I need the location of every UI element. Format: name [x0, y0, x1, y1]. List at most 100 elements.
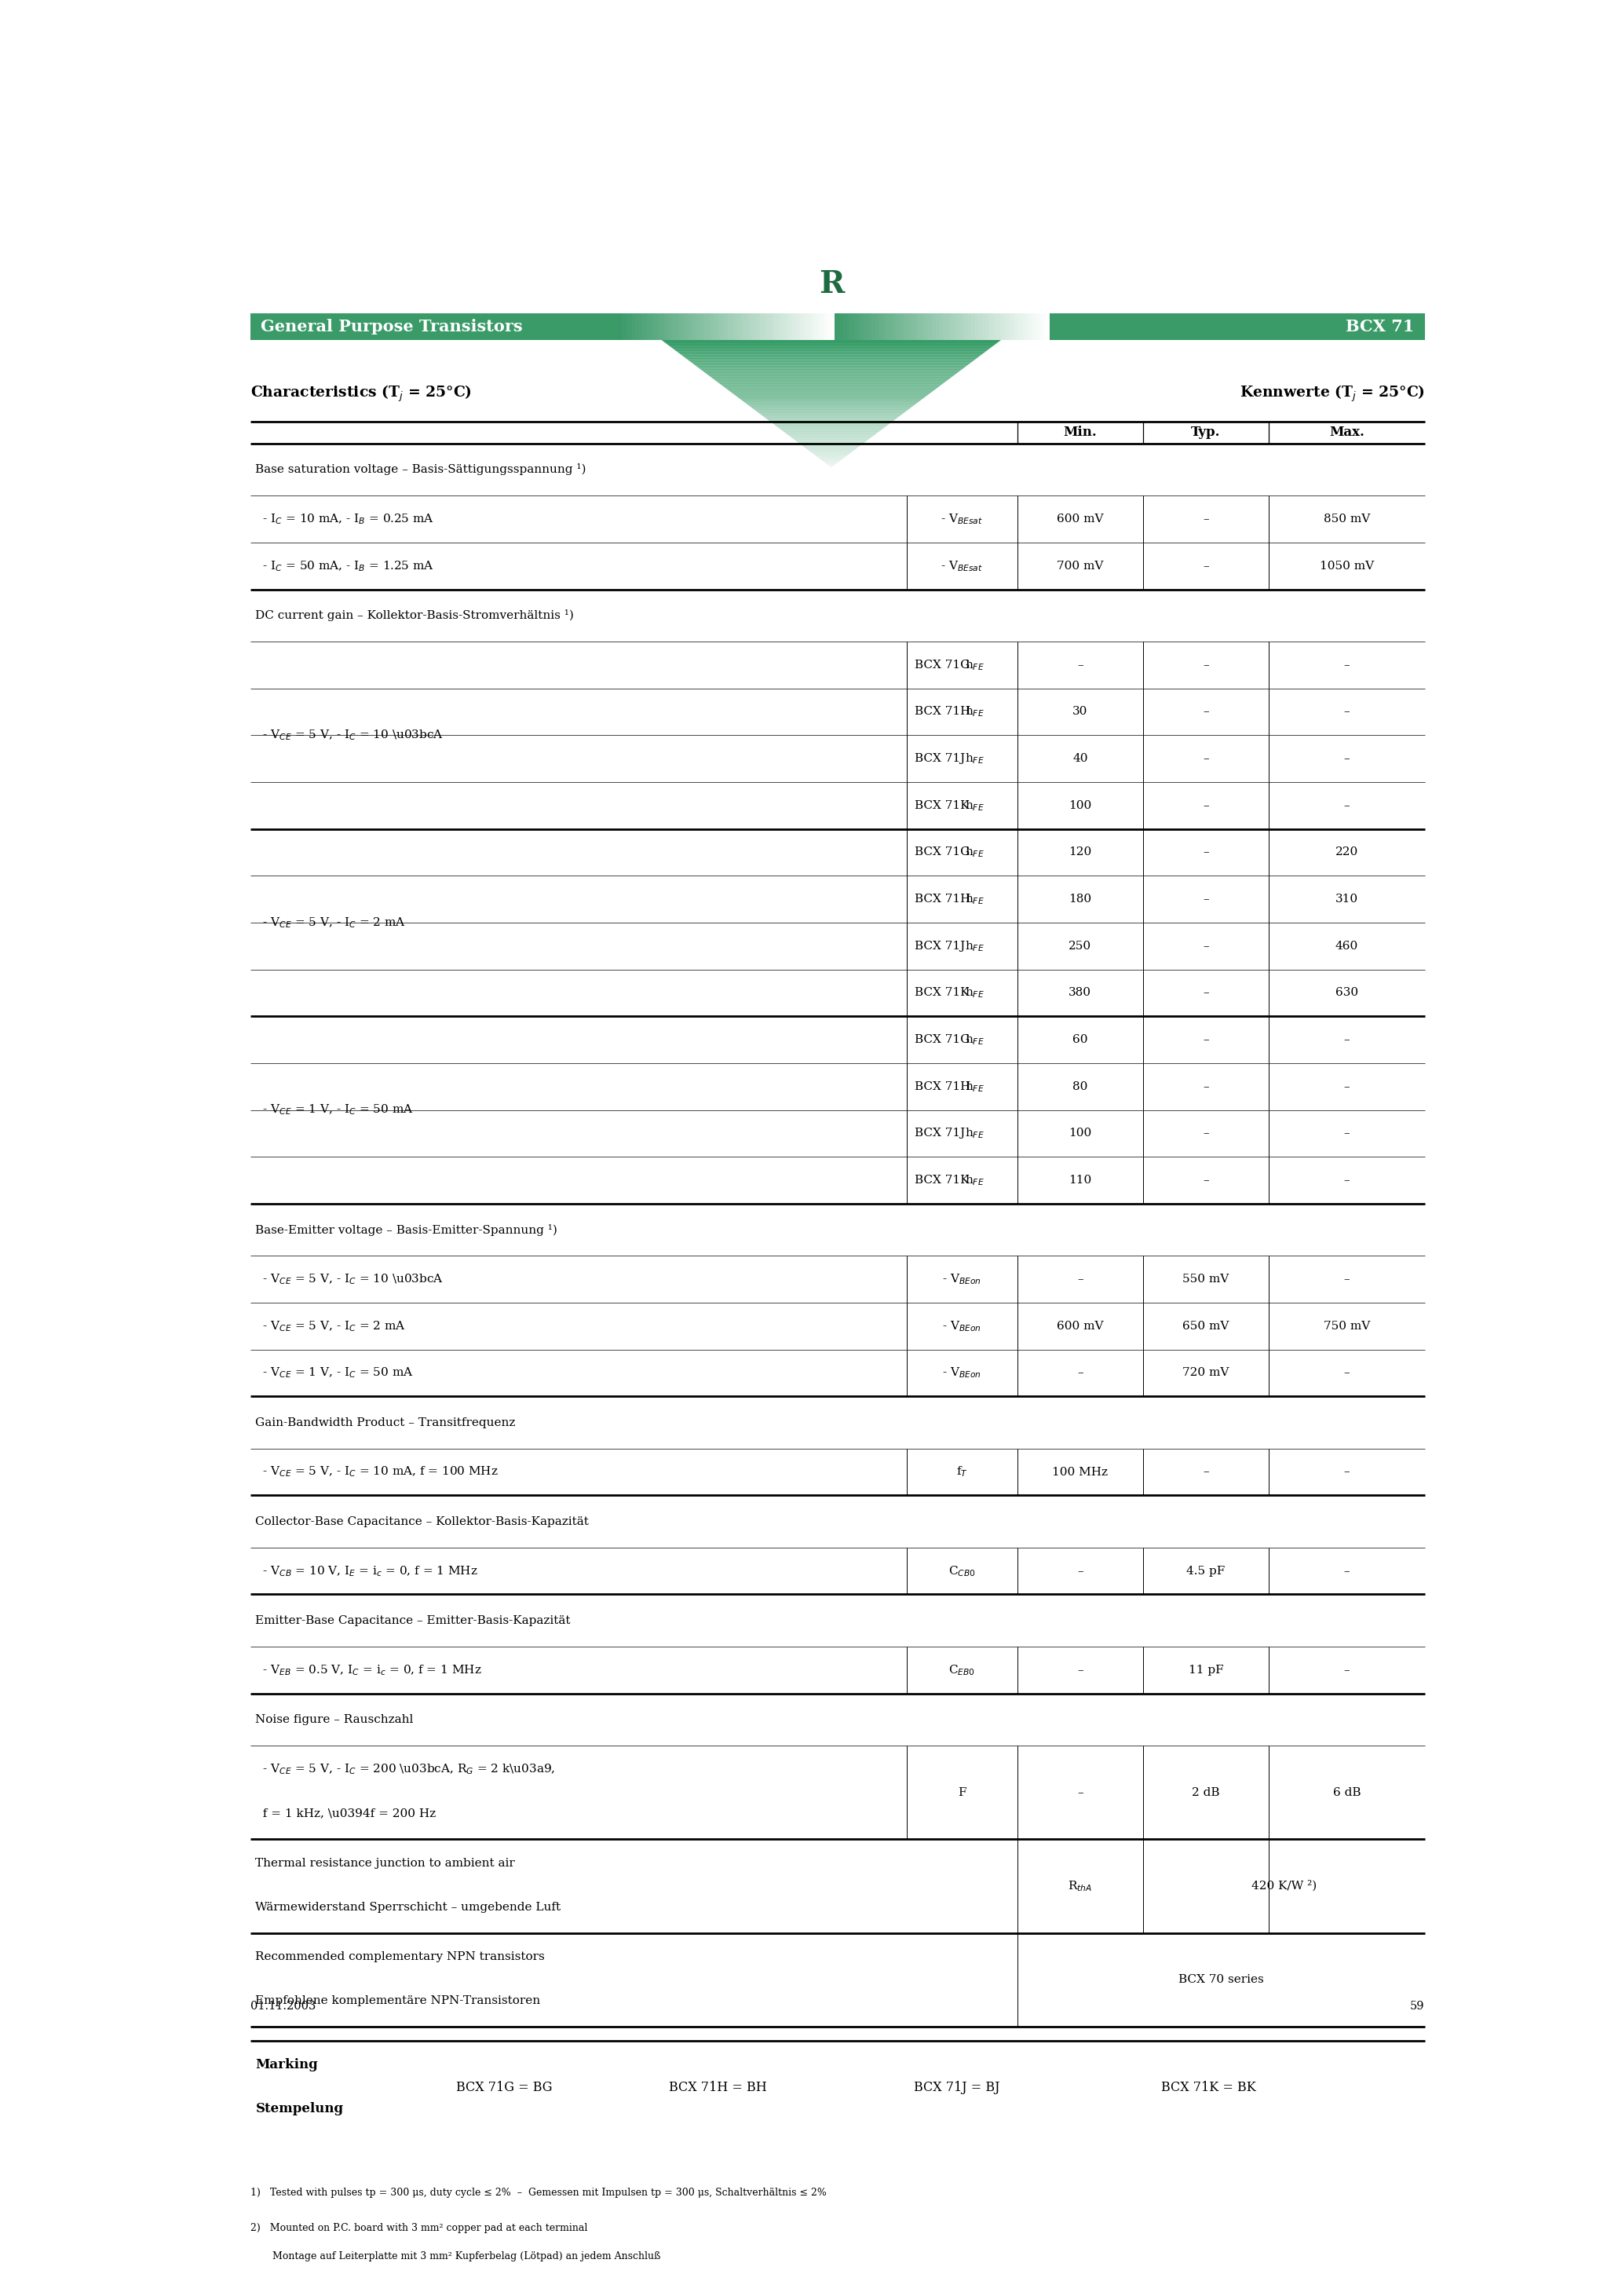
Bar	[949, 315, 954, 340]
Text: 80: 80	[1072, 1081, 1088, 1093]
Bar	[1045, 315, 1049, 340]
Bar	[702, 315, 707, 340]
Text: Emitter-Base Capacitance – Emitter-Basis-Kapazität: Emitter-Base Capacitance – Emitter-Basis…	[256, 1614, 571, 1626]
Text: BCX 71K = BK: BCX 71K = BK	[1161, 2080, 1255, 2094]
Bar	[934, 315, 939, 340]
Bar	[913, 315, 918, 340]
Bar	[621, 315, 626, 340]
Text: R$_{thA}$: R$_{thA}$	[1067, 1878, 1092, 1892]
Text: –: –	[1204, 1176, 1208, 1185]
Bar	[720, 315, 725, 340]
Text: –: –	[1204, 799, 1208, 810]
Text: BCX 71G: BCX 71G	[915, 659, 970, 670]
Bar	[863, 315, 868, 340]
Text: h$_{FE}$: h$_{FE}$	[965, 1127, 985, 1141]
Bar	[866, 315, 871, 340]
Bar	[761, 315, 766, 340]
Bar	[895, 315, 900, 340]
Text: 2)   Mounted on P.C. board with 3 mm² copper pad at each terminal: 2) Mounted on P.C. board with 3 mm² copp…	[250, 2223, 587, 2234]
Bar	[714, 315, 719, 340]
Bar	[657, 315, 662, 340]
Text: –: –	[1343, 659, 1350, 670]
Text: 630: 630	[1335, 987, 1358, 999]
Text: –: –	[1204, 1081, 1208, 1093]
Bar	[910, 315, 915, 340]
Bar	[907, 315, 912, 340]
Bar	[792, 315, 796, 340]
Bar	[835, 315, 840, 340]
Text: Collector-Base Capacitance – Kollektor-Basis-Kapazität: Collector-Base Capacitance – Kollektor-B…	[256, 1515, 589, 1527]
Text: f = 1 kHz, \u0394f = 200 Hz: f = 1 kHz, \u0394f = 200 Hz	[256, 1809, 436, 1818]
Text: BCX 71K: BCX 71K	[915, 987, 968, 999]
Text: h$_{FE}$: h$_{FE}$	[965, 1079, 985, 1093]
Bar	[925, 315, 929, 340]
Text: 1050 mV: 1050 mV	[1320, 560, 1374, 572]
Bar	[707, 315, 712, 340]
Text: Empfohlene komplementäre NPN-Transistoren: Empfohlene komplementäre NPN-Transistore…	[256, 1995, 540, 2007]
Bar	[746, 315, 751, 340]
Text: –: –	[1077, 1274, 1083, 1286]
Bar	[749, 315, 754, 340]
Bar	[782, 315, 787, 340]
Bar	[250, 315, 665, 340]
Text: 60: 60	[1072, 1033, 1088, 1045]
Text: 600 mV: 600 mV	[1058, 1320, 1103, 1332]
Text: 380: 380	[1069, 987, 1092, 999]
Text: 120: 120	[1069, 847, 1092, 859]
Text: –: –	[1204, 560, 1208, 572]
Text: Base saturation voltage – Basis-Sättigungsspannung ¹): Base saturation voltage – Basis-Sättigun…	[256, 464, 587, 475]
Text: Max.: Max.	[1328, 425, 1364, 439]
Text: h$_{FE}$: h$_{FE}$	[965, 799, 985, 813]
Text: Recommended complementary NPN transistors: Recommended complementary NPN transistor…	[256, 1952, 545, 1963]
Bar	[848, 315, 853, 340]
Text: Kennwerte (T$_j$ = 25°C): Kennwerte (T$_j$ = 25°C)	[1239, 383, 1424, 404]
Bar	[952, 315, 957, 340]
Text: 250: 250	[1069, 941, 1092, 951]
Bar	[881, 315, 886, 340]
Bar	[672, 315, 676, 340]
Text: BCX 71J: BCX 71J	[915, 753, 965, 765]
Text: - V$_{BEsat}$: - V$_{BEsat}$	[941, 558, 983, 572]
Bar	[803, 315, 808, 340]
Text: General Purpose Transistors: General Purpose Transistors	[261, 319, 522, 335]
Bar	[1006, 315, 1011, 340]
Text: –: –	[1343, 1081, 1350, 1093]
Text: BCX 71H: BCX 71H	[915, 1081, 970, 1093]
Text: h$_{FE}$: h$_{FE}$	[965, 985, 985, 999]
Bar	[1041, 315, 1046, 340]
Text: - I$_C$ = 50 mA, - I$_B$ = 1.25 mA: - I$_C$ = 50 mA, - I$_B$ = 1.25 mA	[256, 558, 435, 572]
Bar	[774, 315, 779, 340]
Bar	[753, 315, 757, 340]
Bar	[827, 315, 832, 340]
Bar	[639, 315, 644, 340]
Text: - V$_{CE}$ = 5 V, - I$_C$ = 10 \u03bcA: - V$_{CE}$ = 5 V, - I$_C$ = 10 \u03bcA	[256, 1272, 444, 1286]
Bar	[928, 315, 933, 340]
Text: - V$_{CE}$ = 5 V, - I$_C$ = 2 mA: - V$_{CE}$ = 5 V, - I$_C$ = 2 mA	[256, 1320, 406, 1334]
Bar	[899, 315, 903, 340]
Bar	[732, 315, 736, 340]
Bar	[785, 315, 790, 340]
Text: 01.11.2003: 01.11.2003	[250, 2000, 316, 2011]
Text: –: –	[1204, 987, 1208, 999]
Text: –: –	[1204, 1467, 1208, 1476]
Text: 600 mV: 600 mV	[1058, 514, 1103, 523]
Bar	[1009, 315, 1014, 340]
Bar	[892, 315, 897, 340]
Text: 11 pF: 11 pF	[1189, 1665, 1223, 1676]
Bar	[1012, 315, 1017, 340]
Bar	[978, 315, 983, 340]
Bar	[814, 315, 817, 340]
Text: –: –	[1077, 1786, 1083, 1798]
Text: 180: 180	[1069, 893, 1092, 905]
Text: - V$_{CE}$ = 5 V, - I$_C$ = 2 mA: - V$_{CE}$ = 5 V, - I$_C$ = 2 mA	[256, 916, 406, 930]
Text: –: –	[1204, 1127, 1208, 1139]
Text: 2 dB: 2 dB	[1192, 1786, 1220, 1798]
Text: C$_{EB0}$: C$_{EB0}$	[949, 1662, 975, 1676]
Text: 30: 30	[1072, 707, 1088, 716]
Bar	[999, 315, 1004, 340]
Bar	[693, 315, 697, 340]
Text: 220: 220	[1335, 847, 1358, 859]
Bar	[764, 315, 769, 340]
Bar	[678, 315, 683, 340]
Bar	[931, 315, 936, 340]
